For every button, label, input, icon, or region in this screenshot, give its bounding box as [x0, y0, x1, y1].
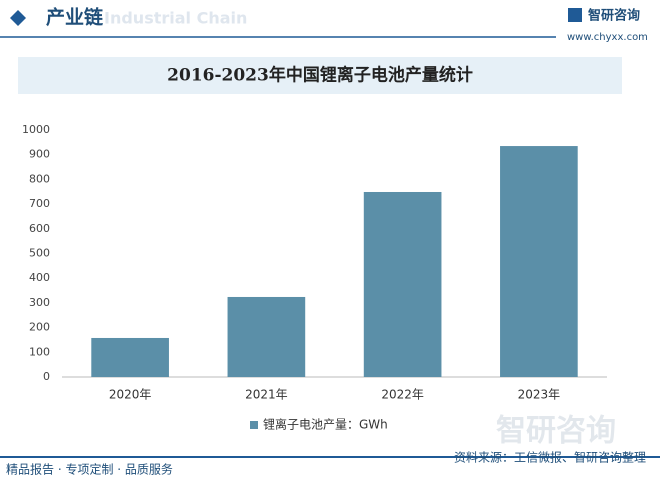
y-tick-label: 700 — [29, 197, 50, 210]
y-tick-label: 500 — [29, 247, 50, 260]
bar — [363, 191, 442, 377]
y-tick-label: 1000 — [22, 123, 50, 136]
watermark: 智研咨询 — [496, 414, 616, 449]
header-title: 产业链 — [46, 6, 103, 29]
bar — [227, 296, 306, 377]
brand-url: www.chyxx.com — [567, 32, 648, 43]
legend-label: 锂离子电池产量：GWh — [263, 417, 388, 432]
y-tick-label: 300 — [29, 296, 50, 309]
y-tick-label: 100 — [29, 345, 50, 358]
header-subtitle: Industrial Chain — [104, 9, 247, 28]
footer-right: 资料来源：工信微报、智研咨询整理 — [454, 450, 646, 465]
brand-name: 智研咨询 — [588, 8, 640, 24]
y-tick-label: 800 — [29, 172, 50, 185]
chart-title: 2016-2023年中国锂离子电池产量统计 — [167, 65, 473, 86]
y-tick-label: 0 — [43, 370, 50, 383]
footer-left: 精品报告 · 专项定制 · 品质服务 — [6, 462, 173, 477]
title-band — [18, 57, 622, 94]
x-tick-label: 2020年 — [109, 388, 152, 402]
y-tick-label: 400 — [29, 271, 50, 284]
x-tick-label: 2021年 — [245, 388, 288, 402]
y-tick-label: 200 — [29, 321, 50, 334]
x-tick-label: 2022年 — [381, 388, 424, 402]
bar — [500, 146, 578, 377]
brand-logo — [568, 8, 582, 22]
bar — [91, 337, 169, 377]
y-tick-label: 600 — [29, 222, 50, 235]
x-tick-label: 2023年 — [518, 388, 561, 402]
y-tick-label: 900 — [29, 148, 50, 161]
legend-swatch — [250, 421, 258, 429]
header-icon — [10, 10, 26, 26]
chart: 0 100 200 300 400 500 600 700 800 900 1000 2020年 202… — [22, 123, 607, 432]
